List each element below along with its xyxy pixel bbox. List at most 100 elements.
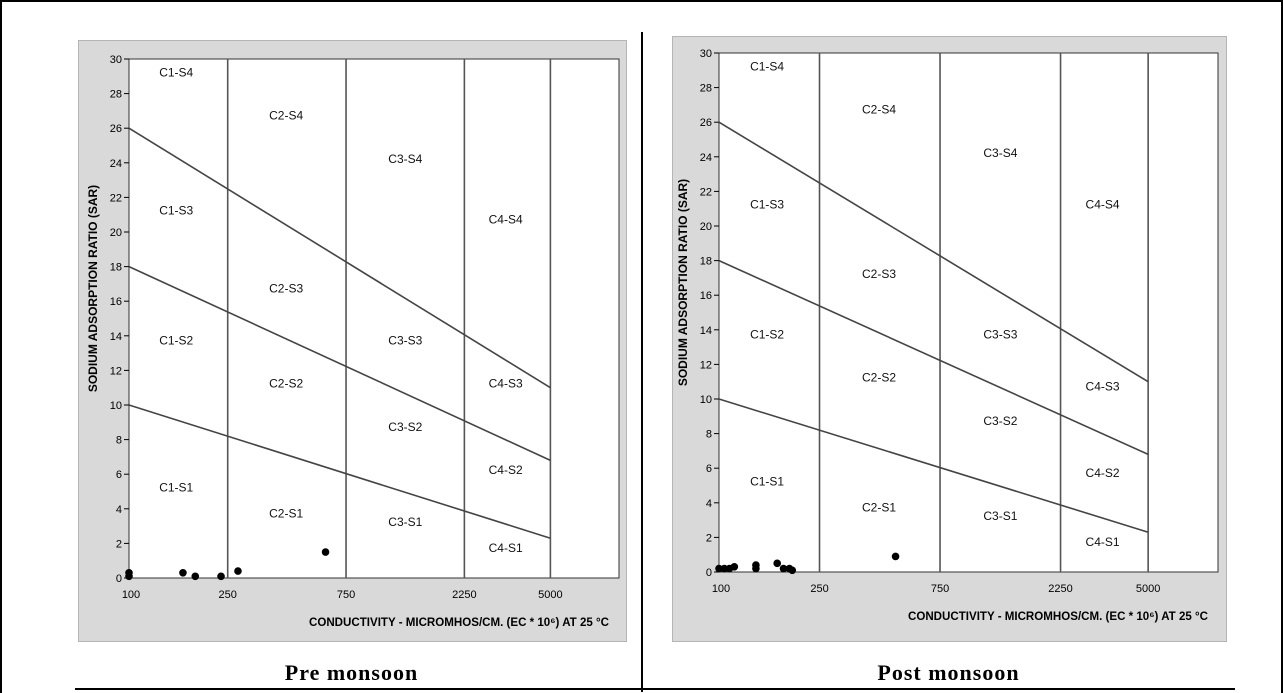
frame-left-border [0, 0, 2, 693]
post-zone-label: C2-S2 [862, 371, 896, 385]
pre-zone-label: C3-S2 [388, 420, 422, 434]
post-sample-point [773, 559, 782, 568]
pre-plot-area [128, 58, 620, 579]
post-x-tick-label: 250 [810, 583, 828, 595]
pre-sample-point [217, 572, 225, 581]
pre-monsoon-caption: Pre monsoon [284, 660, 419, 685]
pre-x-tick-label: 5000 [538, 589, 562, 601]
post-sample-point [715, 564, 723, 573]
pre-sar-hazard-line [128, 404, 551, 539]
post-sample-point [891, 552, 900, 561]
post-zone-label: C3-S2 [983, 414, 1017, 428]
pre-zone-label: C1-S4 [159, 65, 193, 79]
pre-sar-hazard-line [128, 127, 551, 389]
post-y-tick-label: 4 [706, 498, 712, 510]
post-zone-label: C3-S4 [983, 146, 1017, 160]
post-zone-label: C4-S3 [1086, 379, 1120, 393]
pre-zone-label: C2-S4 [269, 109, 303, 123]
post-zone-label: C1-S2 [750, 327, 784, 341]
post-plot-area [718, 52, 1219, 573]
post-y-tick-label: 10 [700, 394, 712, 406]
post-x-tick-label: 100 [712, 583, 730, 595]
pre-y-tick-label: 28 [110, 89, 122, 101]
post-y-tick-label: 14 [700, 325, 712, 337]
post-zone-label: C4-S4 [1086, 198, 1120, 212]
post-zone-label: C2-S1 [862, 500, 896, 514]
post-x-axis-title: CONDUCTIVITY - MICROMHOS/CM. (EC * 10⁶) … [908, 609, 1208, 623]
pre-zone-label: C1-S1 [159, 481, 193, 495]
post-x-tick-label: 5000 [1136, 583, 1160, 595]
post-y-tick-label: 22 [700, 186, 712, 198]
pre-zone-label: C3-S4 [388, 152, 422, 166]
post-sar-hazard-line [718, 398, 1149, 533]
pre-y-tick-label: 4 [116, 504, 122, 516]
pre-y-axis-title: SODIUM ADSORPTION RATIO (SAR) [86, 185, 100, 392]
pre-y-tick-label: 0 [116, 573, 122, 585]
pre-y-tick-label: 8 [116, 435, 122, 447]
pre-zone-label: C4-S1 [489, 541, 523, 555]
caption-rule [75, 688, 1235, 690]
pre-y-tick-label: 12 [110, 365, 122, 377]
post-y-tick-label: 30 [700, 48, 712, 60]
pre-x-tick-label: 100 [122, 589, 140, 601]
pre-y-tick-label: 20 [110, 227, 122, 239]
post-sar-hazard-line [718, 259, 1149, 456]
pre-zone-label: C3-S3 [388, 333, 422, 347]
pre-sample-point [234, 567, 242, 575]
post-y-tick-label: 26 [700, 117, 712, 129]
post-y-tick-label: 0 [706, 567, 712, 579]
pre-y-tick-label: 6 [116, 469, 122, 481]
pre-zone-label: C1-S3 [159, 204, 193, 218]
pre-y-tick-label: 10 [110, 400, 122, 412]
pre-x-tick-label: 250 [219, 589, 237, 601]
post-zone-label: C2-S4 [862, 103, 896, 117]
pre-sample-point [321, 548, 330, 556]
post-y-tick-label: 2 [706, 532, 712, 544]
pre-x-tick-label: 750 [337, 589, 355, 601]
pre-x-axis-title: CONDUCTIVITY - MICROMHOS/CM. (EC * 10⁶) … [309, 615, 609, 629]
post-zone-label: C1-S4 [750, 59, 784, 73]
post-x-tick-label: 2250 [1048, 583, 1072, 595]
post-y-tick-label: 24 [700, 152, 712, 164]
pre-sample-point [179, 569, 187, 577]
post-y-tick-label: 6 [706, 463, 712, 475]
post-zone-label: C3-S3 [983, 327, 1017, 341]
post-sample-point [779, 564, 788, 573]
pre-sample-point [191, 572, 200, 581]
pre-zone-label: C3-S1 [388, 515, 422, 529]
pre-y-tick-label: 24 [110, 158, 122, 170]
frame-top-border [0, 0, 1283, 2]
post-y-tick-label: 18 [700, 256, 712, 268]
pre-y-tick-label: 26 [110, 123, 122, 135]
pre-y-tick-label: 22 [110, 192, 122, 204]
post-y-axis-title: SODIUM ADSORPTION RATIO (SAR) [676, 179, 690, 386]
post-y-tick-label: 28 [700, 83, 712, 95]
pre-zone-label: C1-S2 [159, 333, 193, 347]
post-y-tick-label: 12 [700, 359, 712, 371]
pre-y-tick-label: 2 [116, 538, 122, 550]
pre-zone-label: C2-S3 [269, 282, 303, 296]
pre-y-tick-label: 18 [110, 262, 122, 274]
pre-y-tick-label: 30 [110, 54, 122, 66]
frame-right-border [1281, 0, 1283, 693]
post-zone-label: C1-S3 [750, 198, 784, 212]
post-sample-point [730, 563, 739, 571]
post-sar-hazard-line [718, 121, 1149, 383]
pre-x-tick-label: 2250 [452, 589, 476, 601]
pre-zone-label: C4-S4 [489, 212, 523, 226]
pre-sample-point [125, 572, 133, 581]
post-y-tick-label: 16 [700, 290, 712, 302]
post-sample-point [752, 561, 760, 569]
pre-zone-label: C4-S2 [489, 463, 523, 477]
post-y-tick-label: 20 [700, 221, 712, 233]
pre-zone-label: C2-S2 [269, 377, 303, 391]
pre-zone-label: C2-S1 [269, 506, 303, 520]
pre-monsoon-chart-panel: 0 2 4 6 8 10 12 14 16 18 20 22 24 26 28 30 100 250 750 2250… [78, 40, 627, 642]
post-x-tick-label: 750 [931, 583, 949, 595]
post-zone-label: C4-S2 [1086, 466, 1120, 480]
post-y-tick-label: 8 [706, 429, 712, 441]
panel-divider [641, 32, 643, 692]
